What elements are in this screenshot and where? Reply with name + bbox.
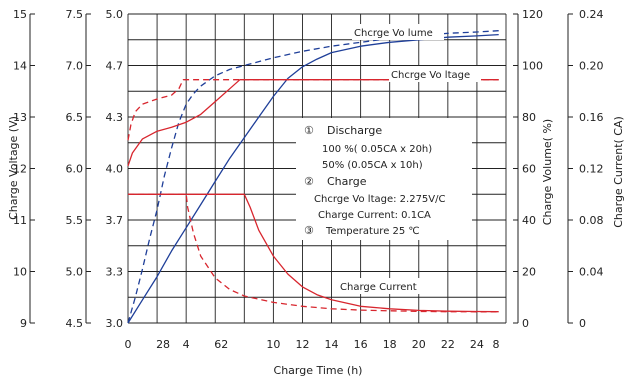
annotation-discharge-100: 100 %( 0.05CA x 20h) (322, 144, 432, 155)
y-tick-label-voltage-outer: 9 (20, 317, 27, 330)
y-tick-label-voltage-inner: 6.5 (66, 111, 84, 124)
y-tick-label-current: 0.08 (579, 214, 604, 227)
y-tick-label-voltage-inner: 4.5 (66, 317, 84, 330)
y-tick-label-voltage-cell: 3.7 (106, 214, 124, 227)
y-tick-label-voltage-inner: 5.0 (66, 266, 84, 279)
y-tick-label-voltage-inner: 7.0 (66, 60, 84, 73)
y-tick-label-voltage-cell: 3.3 (106, 266, 124, 279)
y-tick-label-voltage-outer: 15 (13, 8, 27, 21)
series-line-current-100 (128, 193, 499, 313)
y-tick-label-current: 0.12 (579, 163, 604, 176)
y-tick-label-voltage-inner: 7.5 (66, 8, 84, 21)
x-tick-label: 10 (266, 338, 280, 351)
series-label-current: Charge Current (340, 282, 417, 293)
annotation-number-1: ① (304, 124, 314, 137)
y-tick-label-current: 0.24 (579, 8, 604, 21)
series-label-current-group: Charge Current (337, 278, 425, 294)
x-tick-label: 16 (354, 338, 368, 351)
x-tick-label: 18 (383, 338, 397, 351)
annotation-temperature: Temperature 25 ℃ (325, 226, 420, 237)
annotation-box: ① Discharge 100 %( 0.05CA x 20h) 50% (0.… (296, 118, 472, 240)
y-tick-label-voltage-cell: 4.0 (106, 163, 124, 176)
y-tick-label-volume: 20 (522, 266, 536, 279)
y-tick-label-voltage-cell: 4.3 (106, 111, 124, 124)
series-line-volume-100 (127, 33, 499, 324)
y-tick-label-voltage-inner: 6.0 (66, 163, 84, 176)
annotation-discharge-title: Discharge (327, 124, 382, 137)
x-tick-label: 62 (214, 338, 228, 351)
axes (29, 13, 573, 324)
x-tick-label: 12 (295, 338, 309, 351)
x-tick-label: 14 (325, 338, 339, 351)
x-tick-label: 28 (156, 338, 170, 351)
annotation-charge-current: Charge Current: 0.1CA (318, 210, 431, 221)
y-tick-label-current: 0.20 (579, 60, 604, 73)
y-tick-label-volume: 0 (522, 317, 529, 330)
y-tick-label-voltage-cell: 5.0 (106, 8, 124, 21)
series-label-volume: Chcrge Vo lume (354, 28, 433, 39)
y-tick-label-current: 0.16 (579, 111, 604, 124)
annotation-charge-title: Charge (327, 175, 367, 188)
y-axis-current-title: Charge Current( CA) (612, 116, 625, 228)
x-tick-label: 24 (470, 338, 484, 351)
y-tick-label-volume: 100 (522, 60, 543, 73)
x-axis-title: Charge Time (h) (274, 364, 363, 377)
annotation-discharge-50: 50% (0.05CA x 10h) (322, 160, 423, 171)
y-tick-label-current: 0.04 (579, 266, 604, 279)
annotation-number-2: ② (304, 175, 314, 188)
y-tick-label-volume: 120 (522, 8, 543, 21)
annotation-charge-voltage: Chcrge Vo ltage: 2.275V/C (314, 194, 446, 205)
x-tick-label: 20 (412, 338, 426, 351)
y-tick-label-current: 0 (579, 317, 586, 330)
y-tick-label-voltage-outer: 13 (13, 111, 27, 124)
y-tick-label-voltage-cell: 4.7 (106, 60, 124, 73)
y-axis-voltage-title: Charge Voltage (V) (7, 116, 20, 220)
labels: 9 10 11 12 13 14 15 4.5 5.0 5.5 6.0 6.5 7.0 7.5 3.0 3.3… (13, 8, 604, 351)
series-label-voltage: Chcrge Vo ltage (391, 70, 470, 81)
annotation-number-3: ③ (304, 224, 314, 237)
x-tick-label: 0 (125, 338, 132, 351)
x-tick-label: 8 (493, 338, 500, 351)
series-label-voltage-group: Chcrge Vo ltage (389, 66, 481, 82)
y-tick-label-volume: 40 (522, 214, 536, 227)
y-tick-label-voltage-cell: 3.0 (106, 317, 124, 330)
x-tick-label: 22 (441, 338, 455, 351)
y-axis-volume-title: Charge Volume( %) (541, 119, 554, 225)
y-tick-label-voltage-outer: 14 (13, 60, 27, 73)
y-tick-label-volume: 60 (522, 163, 536, 176)
y-tick-label-volume: 80 (522, 111, 536, 124)
series-line-current-50 (128, 193, 499, 313)
y-tick-label-voltage-outer: 10 (13, 266, 27, 279)
y-tick-label-voltage-inner: 5.5 (66, 214, 84, 227)
series-label-volume-group: Chcrge Vo lume (352, 24, 444, 40)
y-tick-label-voltage-outer: 11 (13, 214, 27, 227)
y-tick-label-voltage-outer: 12 (13, 163, 27, 176)
x-tick-label: 4 (183, 338, 190, 351)
